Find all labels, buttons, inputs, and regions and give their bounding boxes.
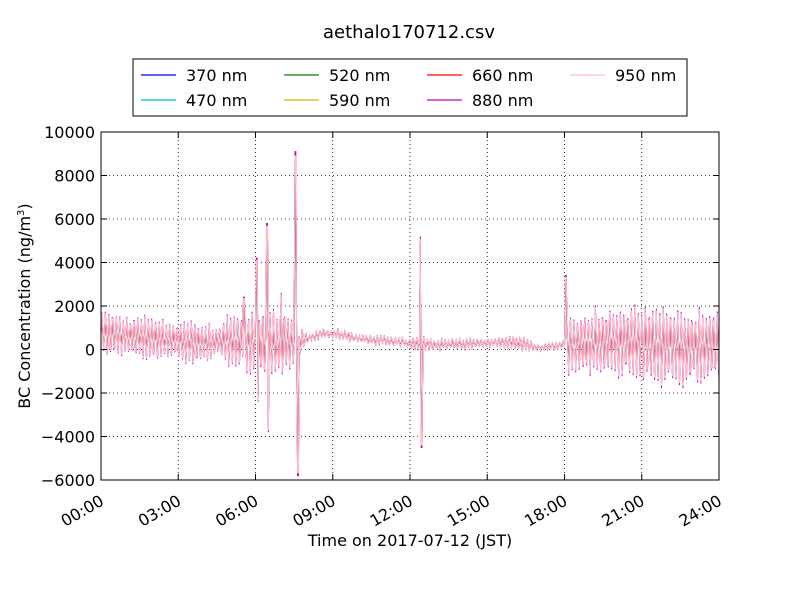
legend-label: 950 nm: [615, 66, 676, 85]
y-tick-label: 8000: [54, 167, 95, 186]
legend: 370 nm 470 nm 520 nm 590 nm 660 nm 880 nm 950 …: [132, 58, 688, 117]
y-tick-label: 0: [85, 341, 95, 360]
y-axis: −6000 −4000 −2000 0 2000 4000 6000 8000 10000: [41, 123, 719, 490]
legend-label: 590 nm: [329, 91, 390, 110]
chart-title: aethalo170712.csv: [323, 22, 495, 43]
legend-label: 520 nm: [329, 66, 390, 85]
legend-label: 880 nm: [472, 91, 533, 110]
legend-label: 470 nm: [186, 91, 247, 110]
legend-label: 370 nm: [186, 66, 247, 85]
y-axis-label-superscript: 3: [16, 210, 27, 216]
x-axis-label: Time on 2017-07-12 (JST): [307, 531, 512, 550]
y-axis-label-close: ): [15, 203, 34, 209]
y-tick-label: 4000: [54, 254, 95, 273]
legend-label: 660 nm: [472, 66, 533, 85]
y-tick-label: 10000: [44, 123, 95, 142]
y-tick-label: −6000: [41, 471, 95, 490]
y-tick-label: 2000: [54, 297, 95, 316]
series-layer: [100, 151, 720, 477]
y-tick-label: 6000: [54, 210, 95, 229]
series-line: [100, 155, 720, 474]
y-tick-label: −4000: [41, 428, 95, 447]
y-tick-label: −2000: [41, 384, 95, 403]
legend-box: [132, 58, 688, 117]
y-axis-label-main: BC Concentration (ng/m: [15, 216, 34, 409]
y-axis-label: BC Concentration (ng/m3): [15, 203, 34, 408]
